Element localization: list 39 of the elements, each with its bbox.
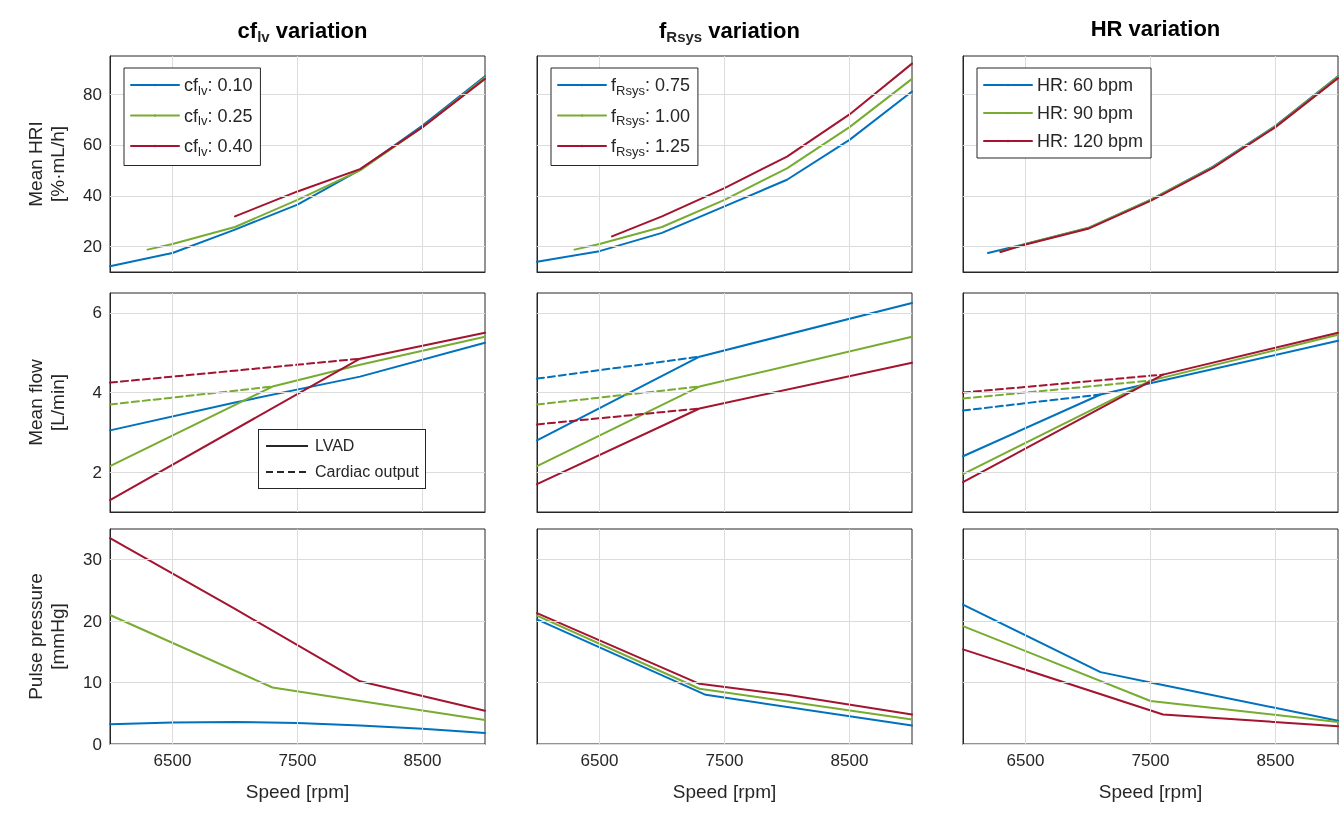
x-tick-label: 8500 bbox=[403, 751, 442, 770]
y-axis-title: Mean HRI [%·mL/h] bbox=[24, 121, 68, 207]
y-tick-label: 20 bbox=[83, 237, 102, 257]
y-tick-label: 60 bbox=[83, 135, 102, 155]
x-axis-title: Speed [rpm] bbox=[245, 781, 350, 802]
x-axis-title: Speed [rpm] bbox=[1098, 781, 1203, 802]
y-tick-label: 4 bbox=[92, 383, 102, 403]
y-tick-label: 0 bbox=[92, 734, 102, 754]
y-axis-title: Pulse pressure [mmHg] bbox=[24, 573, 68, 700]
line-series bbox=[109, 614, 486, 722]
y-tick-label: 10 bbox=[83, 673, 102, 693]
chart-title: HR variation bbox=[1090, 15, 1221, 41]
x-tick-label: 6500 bbox=[580, 751, 619, 770]
y-tick-label: 30 bbox=[83, 550, 102, 570]
line-series bbox=[109, 75, 486, 268]
line-series bbox=[109, 720, 486, 734]
legend-label: HR: 60 bpm bbox=[1037, 75, 1134, 95]
line-series bbox=[109, 341, 486, 432]
x-tick-label: 7500 bbox=[1131, 751, 1170, 770]
line-series bbox=[109, 537, 486, 712]
legend-label: HR: 120 bpm bbox=[1037, 131, 1144, 151]
x-tick-label: 7500 bbox=[278, 751, 317, 770]
x-tick-label: 8500 bbox=[1256, 751, 1295, 770]
x-tick-label: 6500 bbox=[153, 751, 192, 770]
line-series bbox=[146, 76, 486, 251]
y-tick-label: 40 bbox=[83, 186, 102, 206]
y-tick-label: 20 bbox=[83, 611, 102, 631]
y-tick-label: 2 bbox=[92, 462, 102, 482]
y-axis-title: Mean flow [L/min] bbox=[24, 358, 68, 446]
legend-label: HR: 90 bpm bbox=[1037, 103, 1134, 123]
annotation: LVAD bbox=[315, 437, 355, 455]
annotation: Cardiac output bbox=[315, 463, 420, 481]
y-tick-label: 80 bbox=[83, 84, 102, 104]
x-tick-label: 6500 bbox=[1006, 751, 1045, 770]
style-key: LVAD Cardiac output bbox=[258, 429, 427, 489]
y-tick-label: 6 bbox=[92, 303, 102, 323]
x-axis-title: Speed [rpm] bbox=[672, 781, 777, 802]
x-tick-label: 7500 bbox=[705, 751, 744, 770]
x-tick-label: 8500 bbox=[830, 751, 869, 770]
